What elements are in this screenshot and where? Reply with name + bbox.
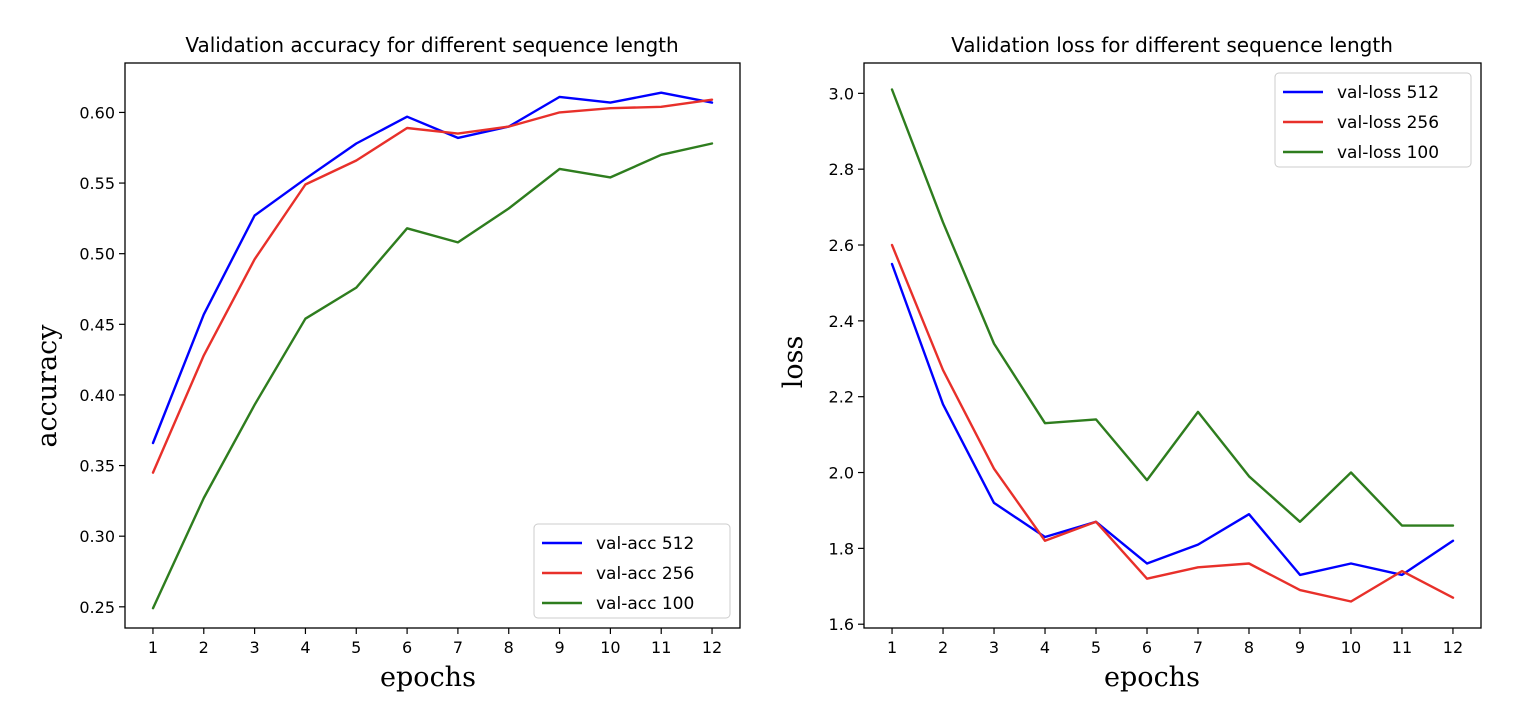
x-tick-label: 9 [554, 638, 564, 657]
x-tick-label: 1 [887, 638, 897, 657]
y-tick-label: 0.30 [79, 527, 115, 546]
plot-frame [863, 62, 1482, 629]
series-line-val-acc-100 [151, 142, 714, 610]
plot-frame [124, 62, 741, 629]
y-tick-label: 0.45 [79, 315, 115, 334]
y-tick-label: 2.0 [829, 464, 854, 483]
y-tick-label: 0.50 [79, 245, 115, 264]
y-tick-label: 0.40 [79, 386, 115, 405]
x-tick-label: 8 [1244, 638, 1254, 657]
series-line-val-loss-512 [890, 262, 1455, 577]
x-axis-label: epochs [380, 662, 476, 693]
x-tick-label: 12 [702, 638, 722, 657]
x-tick-label: 1 [148, 638, 158, 657]
y-tick-label: 0.25 [79, 598, 115, 617]
y-tick-label: 0.60 [79, 103, 115, 122]
x-tick-label: 5 [351, 638, 361, 657]
x-tick-label: 3 [250, 638, 260, 657]
axis-ticks: 1 2 3 4 5 6 7 8 9 10 11 120.250.300.350.400.450.500… [79, 103, 722, 657]
x-tick-label: 4 [300, 638, 310, 657]
legend-label: val-loss 512 [1337, 83, 1439, 103]
axis-ticks: 1 2 3 4 5 6 7 8 9 10 11 121.61.82.02.22.42.62.83.0 [829, 84, 1464, 657]
loss-chart: Validation loss for different sequence l… [778, 33, 1482, 693]
series-line-val-acc-256 [151, 98, 714, 474]
accuracy-chart: Validation accuracy for different sequen… [32, 33, 741, 693]
y-tick-label: 0.55 [79, 174, 115, 193]
chart-title: Validation accuracy for different sequen… [185, 33, 678, 57]
y-tick-label: 3.0 [829, 84, 854, 103]
series-lines [151, 91, 714, 610]
y-tick-label: 1.8 [829, 539, 854, 558]
y-tick-label: 0.35 [79, 457, 115, 476]
x-tick-label: 3 [989, 638, 999, 657]
legend-frame [1274, 72, 1472, 168]
y-tick-label: 2.8 [829, 160, 854, 179]
x-tick-label: 10 [600, 638, 620, 657]
legend-label: val-loss 256 [1337, 113, 1439, 133]
legend-frame [533, 523, 731, 619]
y-axis-label: accuracy [32, 324, 63, 448]
x-tick-label: 11 [651, 638, 671, 657]
x-tick-label: 8 [504, 638, 514, 657]
x-tick-label: 2 [938, 638, 948, 657]
chart-title: Validation loss for different sequence l… [951, 33, 1393, 57]
legend: val-loss 512 val-loss 256 val-loss 100 [1274, 72, 1472, 168]
x-axis-label: epochs [1104, 662, 1200, 693]
y-tick-label: 2.6 [829, 236, 854, 255]
x-tick-label: 12 [1443, 638, 1463, 657]
legend-label: val-acc 100 [596, 594, 694, 614]
legend-label: val-acc 256 [596, 564, 694, 584]
legend-label: val-acc 512 [596, 534, 694, 554]
x-tick-label: 4 [1040, 638, 1050, 657]
series-line-val-acc-512 [151, 91, 714, 445]
x-tick-label: 6 [402, 638, 412, 657]
x-tick-label: 10 [1341, 638, 1361, 657]
x-tick-label: 6 [1142, 638, 1152, 657]
x-tick-label: 11 [1392, 638, 1412, 657]
y-axis-label: loss [778, 336, 809, 389]
x-tick-label: 7 [453, 638, 463, 657]
y-tick-label: 2.2 [829, 388, 854, 407]
x-tick-label: 5 [1091, 638, 1101, 657]
series-line-val-loss-256 [890, 243, 1455, 603]
y-tick-label: 2.4 [829, 312, 854, 331]
legend-label: val-loss 100 [1337, 143, 1439, 163]
y-tick-label: 1.6 [829, 615, 854, 634]
legend: val-acc 512 val-acc 256 val-acc 100 [533, 523, 731, 619]
series-lines [890, 88, 1455, 603]
x-tick-label: 2 [199, 638, 209, 657]
x-tick-label: 9 [1295, 638, 1305, 657]
series-line-val-loss-100 [890, 88, 1455, 527]
x-tick-label: 7 [1193, 638, 1203, 657]
